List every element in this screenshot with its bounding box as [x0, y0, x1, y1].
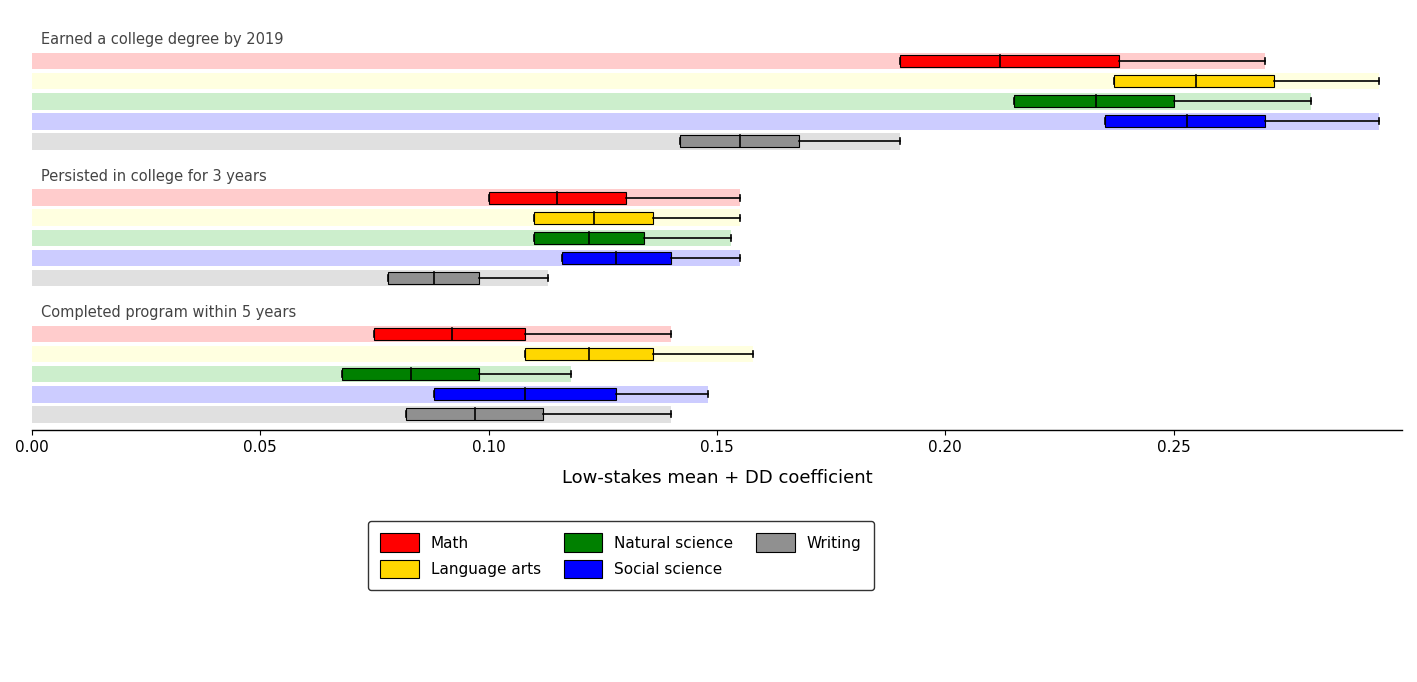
Bar [1114, 75, 1274, 87]
Bar [374, 328, 526, 340]
Bar [31, 250, 740, 266]
Bar [31, 190, 740, 206]
Bar [31, 53, 1265, 70]
Bar [31, 406, 672, 423]
Bar [31, 113, 1379, 130]
Bar [1013, 95, 1173, 107]
Text: Persisted in college for 3 years: Persisted in college for 3 years [41, 168, 266, 183]
Bar [561, 252, 672, 264]
Bar [534, 232, 643, 243]
Bar [31, 386, 708, 402]
Bar [343, 368, 479, 381]
Bar [434, 388, 616, 400]
Bar [31, 133, 900, 149]
Bar [900, 55, 1119, 68]
Bar [31, 346, 754, 362]
Bar [31, 326, 672, 342]
Bar [680, 136, 799, 147]
Bar [526, 348, 653, 360]
Bar [489, 192, 625, 204]
Bar [31, 73, 1379, 89]
Bar [407, 409, 543, 420]
Bar [31, 230, 731, 246]
Legend: Math, Language arts, Natural science, Social science, Writing: Math, Language arts, Natural science, So… [368, 521, 874, 591]
Bar [1105, 115, 1265, 128]
Bar [388, 272, 479, 284]
Bar [31, 366, 571, 383]
Text: Completed program within 5 years: Completed program within 5 years [41, 305, 296, 320]
X-axis label: Low-stakes mean + DD coefficient: Low-stakes mean + DD coefficient [561, 469, 873, 487]
Text: Earned a college degree by 2019: Earned a college degree by 2019 [41, 32, 283, 47]
Bar [534, 211, 653, 224]
Bar [31, 93, 1311, 110]
Bar [31, 269, 548, 286]
Bar [31, 209, 740, 226]
